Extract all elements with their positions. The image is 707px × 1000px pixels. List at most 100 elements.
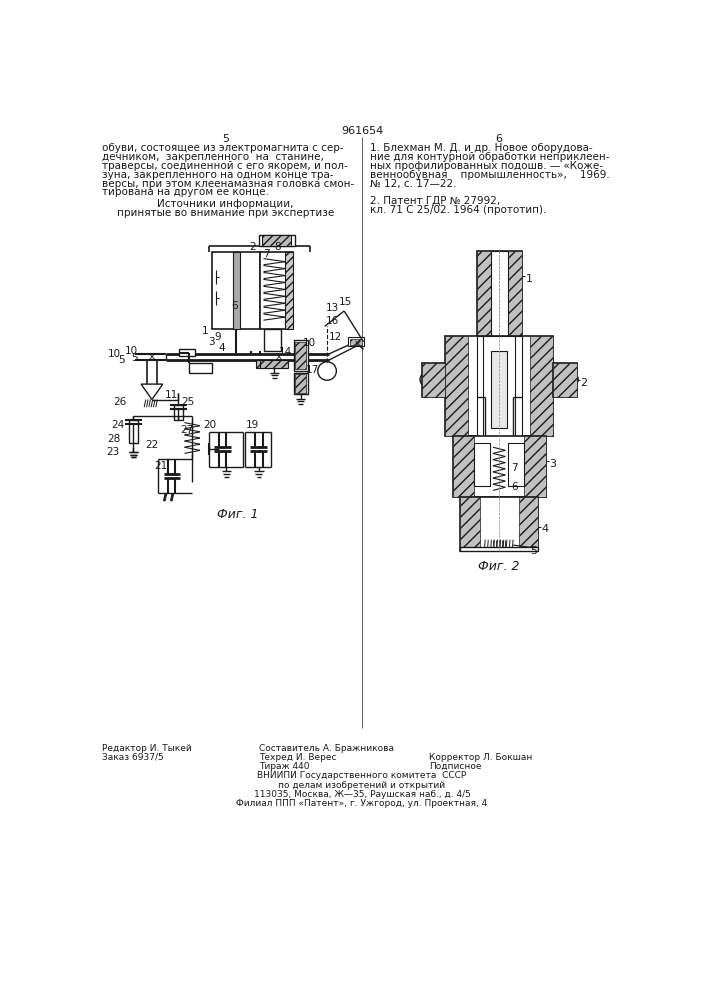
- Bar: [264, 329, 281, 351]
- Text: ×: ×: [354, 339, 362, 349]
- Text: по делам изобретений и открытий: по делам изобретений и открытий: [279, 781, 445, 790]
- Bar: [474, 443, 490, 486]
- Text: 14: 14: [279, 347, 292, 357]
- Bar: [129, 420, 138, 443]
- Bar: [452, 436, 474, 497]
- Text: Техред И. Верес: Техред И. Верес: [259, 753, 337, 762]
- Bar: [293, 340, 308, 371]
- Text: принятые во внимание при экспертизе: принятые во внимание при экспертизе: [117, 208, 334, 218]
- Text: веннообувная    промышленность»,    1969.: веннообувная промышленность», 1969.: [370, 170, 609, 180]
- Text: 7: 7: [263, 249, 269, 259]
- Text: 17: 17: [305, 365, 319, 375]
- Text: 4: 4: [218, 343, 226, 353]
- Text: 6: 6: [231, 301, 238, 311]
- Text: Редактор И. Тыкей: Редактор И. Тыкей: [103, 744, 192, 753]
- Text: 9: 9: [214, 332, 221, 342]
- Text: Корректор Л. Бокшан: Корректор Л. Бокшан: [429, 753, 533, 762]
- Bar: [233, 252, 240, 329]
- Text: 26: 26: [113, 397, 127, 407]
- Text: зуна, закрепленного на одном конце тра-: зуна, закрепленного на одном конце тра-: [103, 170, 334, 180]
- Text: 19: 19: [246, 420, 259, 430]
- Bar: [518, 497, 538, 551]
- Bar: [212, 252, 260, 329]
- Bar: [260, 252, 293, 329]
- Text: 5: 5: [118, 355, 124, 365]
- Text: 22: 22: [145, 440, 158, 450]
- Text: 5: 5: [530, 546, 537, 556]
- Bar: [421, 363, 445, 397]
- Bar: [508, 443, 524, 486]
- Text: 113035, Москва, Ж—35, Раушская наб., д. 4/5: 113035, Москва, Ж—35, Раушская наб., д. …: [254, 790, 470, 799]
- Text: 10: 10: [125, 346, 138, 356]
- Bar: [491, 351, 507, 428]
- Text: 7: 7: [510, 463, 518, 473]
- Circle shape: [317, 362, 337, 380]
- Bar: [421, 363, 445, 397]
- Bar: [477, 251, 491, 336]
- Polygon shape: [482, 505, 516, 540]
- Bar: [296, 342, 306, 369]
- Bar: [530, 336, 554, 436]
- Text: обуви, состоящее из электромагнита с сер-: обуви, состоящее из электромагнита с сер…: [103, 143, 344, 153]
- Text: Заказ 6937/5: Заказ 6937/5: [103, 753, 164, 762]
- Text: Фиг. 2: Фиг. 2: [479, 560, 520, 573]
- Bar: [174, 405, 183, 420]
- Text: 10: 10: [303, 338, 316, 348]
- Circle shape: [206, 367, 209, 369]
- Bar: [260, 360, 288, 368]
- Text: 2: 2: [249, 242, 255, 252]
- Text: 28: 28: [107, 434, 121, 444]
- Bar: [285, 252, 293, 329]
- Bar: [452, 436, 546, 497]
- Circle shape: [218, 289, 234, 305]
- Bar: [483, 336, 515, 436]
- Circle shape: [218, 269, 234, 284]
- Text: дечником,  закрепленного  на  станине,: дечником, закрепленного на станине,: [103, 152, 325, 162]
- Text: 8: 8: [274, 242, 281, 252]
- Text: Составитель А. Бражникова: Составитель А. Бражникова: [259, 744, 394, 753]
- Text: Фиг. 1: Фиг. 1: [217, 508, 259, 521]
- Circle shape: [192, 367, 195, 369]
- Text: 1: 1: [201, 326, 208, 336]
- Bar: [460, 497, 538, 551]
- Bar: [460, 497, 480, 551]
- Text: Источники информации,: Источники информации,: [157, 199, 294, 209]
- Bar: [491, 251, 508, 336]
- Text: тирована на другом ее конце.: тирована на другом ее конце.: [103, 187, 269, 197]
- Text: 15: 15: [339, 297, 352, 307]
- Bar: [293, 373, 308, 394]
- Text: 6: 6: [496, 134, 503, 144]
- Text: 23: 23: [106, 447, 119, 457]
- Bar: [262, 235, 291, 246]
- Text: 16: 16: [327, 316, 339, 326]
- Text: ных профилированных подошв. — «Коже-: ных профилированных подошв. — «Коже-: [370, 161, 602, 171]
- Bar: [179, 349, 194, 356]
- Text: кл. 71 С 25/02. 1964 (прототип).: кл. 71 С 25/02. 1964 (прототип).: [370, 205, 546, 215]
- Text: 20: 20: [203, 420, 216, 430]
- Text: 1. Блехман М. Д. и др. Новое оборудова-: 1. Блехман М. Д. и др. Новое оборудова-: [370, 143, 592, 153]
- Text: 25: 25: [182, 397, 194, 407]
- Text: Филиал ППП «Патент», г. Ужгород, ул. Проектная, 4: Филиал ППП «Патент», г. Ужгород, ул. Про…: [236, 799, 488, 808]
- Bar: [445, 336, 468, 436]
- Text: 11: 11: [164, 389, 177, 399]
- Bar: [554, 363, 577, 397]
- Text: траверсы, соединенной с его якорем, и пол-: траверсы, соединенной с его якорем, и по…: [103, 161, 348, 171]
- Text: 5: 5: [131, 353, 138, 363]
- Text: Тираж 440: Тираж 440: [259, 762, 310, 771]
- Text: 5: 5: [222, 134, 229, 144]
- Bar: [460, 547, 538, 551]
- Bar: [445, 336, 554, 436]
- Text: 27: 27: [180, 425, 193, 435]
- Bar: [256, 360, 287, 368]
- Bar: [508, 251, 522, 336]
- Text: 21: 21: [154, 461, 168, 471]
- Circle shape: [420, 372, 436, 387]
- Bar: [524, 436, 546, 497]
- Text: ×: ×: [148, 352, 156, 362]
- Text: 3: 3: [209, 337, 215, 347]
- Text: № 12, с. 17—22.: № 12, с. 17—22.: [370, 179, 456, 189]
- Text: 24: 24: [112, 420, 125, 430]
- Bar: [259, 235, 295, 246]
- Bar: [348, 337, 363, 346]
- Text: 4: 4: [542, 524, 549, 534]
